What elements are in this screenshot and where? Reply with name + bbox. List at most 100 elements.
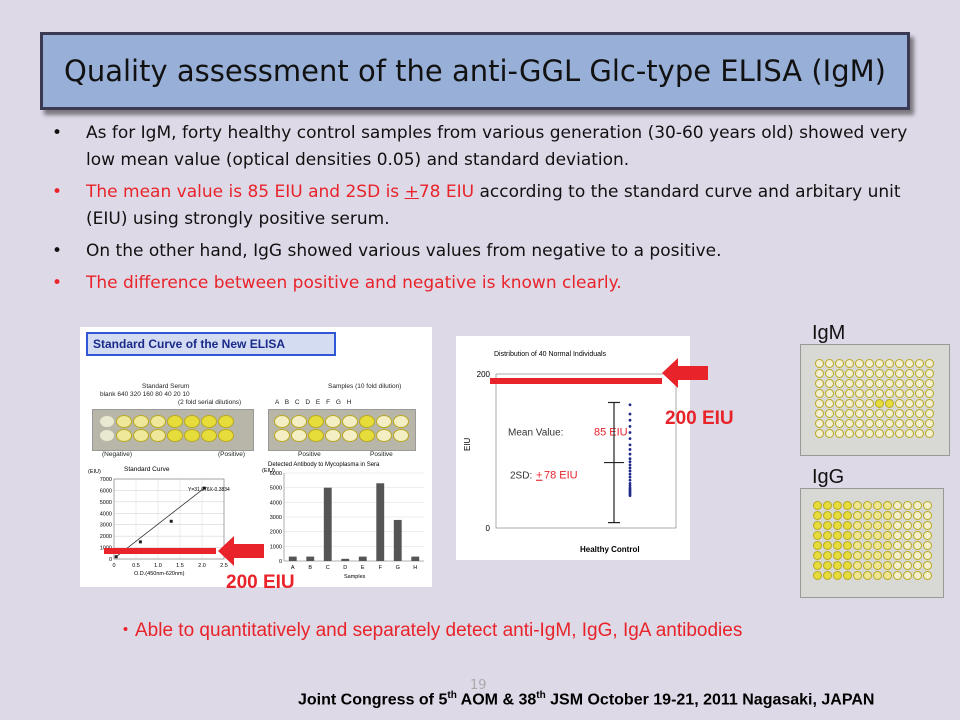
plate-well [813,501,822,510]
dist-mean-label: Mean Value: [508,428,563,439]
standard-serum-wells [99,415,234,442]
plate-well [853,561,862,570]
plate-well [835,419,844,428]
plate-well [893,521,902,530]
bullet-dot: • [52,123,63,143]
plate-well [923,521,932,530]
plate-well [855,369,864,378]
plate-well [291,429,307,442]
plate-well [863,551,872,560]
plate-well [843,571,852,580]
plate-well [843,551,852,560]
plate-well [923,531,932,540]
curve-x-tick: 1.5 [176,563,184,569]
plate-well [218,415,234,428]
dist-point [628,403,632,407]
plate-well [863,531,872,540]
figure-header: Standard Curve of the New ELISA [86,332,336,356]
curve-x-tick: 0.5 [132,563,140,569]
bar-x-tick: G [396,565,400,571]
plate-well [895,429,904,438]
igm-plate-photo [800,344,950,456]
plate-well [813,551,822,560]
plate-well [903,531,912,540]
plate-well [913,521,922,530]
plate-well [883,571,892,580]
plate-well [845,359,854,368]
curve-y-tick: 2000 [100,534,112,540]
plate-well [833,561,842,570]
dist-point [628,437,632,441]
dist-sd-plus: + [536,470,542,482]
plate-well [875,409,884,418]
bar-x-tick: F [379,565,383,571]
plate-well [843,511,852,520]
plate-well [133,415,149,428]
igg-wells [813,501,932,580]
dist-point [628,443,632,447]
plate-well [873,571,882,580]
curve-x-tick: 2.5 [220,563,228,569]
plate-well [150,429,166,442]
plate-well [915,389,924,398]
plate-well [905,399,914,408]
dist-point [628,472,632,476]
dist-point [628,463,632,467]
standard-curve-chart: Standard Curve(EIU)010002000300040005000… [88,466,230,577]
plate-well [893,531,902,540]
plate-well [843,541,852,550]
plate-well [883,531,892,540]
bar-mark [376,483,385,561]
plate-well [885,419,894,428]
plate-well [116,415,132,428]
plate-well [925,379,934,388]
dist-point [628,412,632,416]
plate-well [903,521,912,530]
plate-well [201,415,217,428]
plate-well [855,409,864,418]
samples-plate-photo [268,409,416,451]
plate-well [865,369,874,378]
plate-well [813,541,822,550]
plate-well [873,541,882,550]
plate-well [895,409,904,418]
standard-curve-figure: Standard Curve of the New ELISA Standard… [80,327,432,587]
plate-well [325,415,341,428]
plate-well [813,521,822,530]
plate-well [865,399,874,408]
dist-point [628,424,632,428]
plate-well [813,561,822,570]
plate-well [274,415,290,428]
dist-frame [495,373,677,529]
threshold-line-left [104,548,216,554]
plate-well [815,419,824,428]
plate-well [855,389,864,398]
footer-text: Joint Congress of 5th AOM & 38th JSM Oct… [298,690,874,709]
curve-frame [113,478,225,560]
dist-point [628,481,632,485]
page-number: 19 [470,678,487,693]
curve-y-tick: 4000 [100,511,112,517]
figure-header-text: Standard Curve of the New ELISA [93,337,286,351]
bullet-item: • On the other hand, IgG showed various … [48,238,928,265]
slide-title: Quality assessment of the anti-GGL Glc-t… [64,54,886,88]
plate-well [883,521,892,530]
plate-well [863,571,872,580]
bar-y-tick: 6000 [270,471,282,477]
plate-well [885,379,894,388]
plate-well [218,429,234,442]
standard-serum-dilutions: blank 640 320 160 80 40 20 10 [100,391,190,398]
plate-well [855,429,864,438]
plate-well [133,429,149,442]
plate-well [843,521,852,530]
plate-well [913,551,922,560]
dist-y-tick: 0 [486,524,491,533]
dist-point [628,494,632,498]
plate-well [875,359,884,368]
bullet-text: As for IgM, forty healthy control sample… [86,123,908,170]
plate-well [274,429,290,442]
plate-well [825,419,834,428]
plate-well [915,409,924,418]
plate-well [925,369,934,378]
plate-well [883,501,892,510]
